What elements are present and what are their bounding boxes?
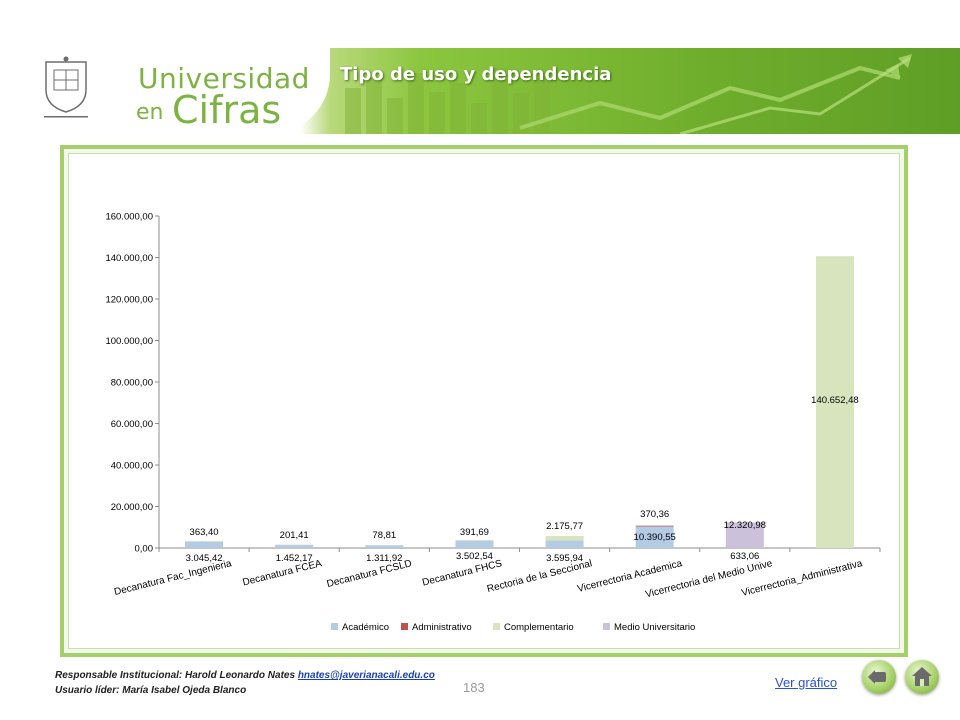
legend-swatch <box>603 623 610 630</box>
bar-complementario <box>185 540 224 542</box>
arrow-left-icon <box>868 670 886 684</box>
legend-item: Administrativo <box>412 622 472 633</box>
growth-arrows-graphic <box>345 54 912 134</box>
legend-swatch <box>493 623 500 630</box>
data-label: 12.320,98 <box>724 520 766 531</box>
page-number: 183 <box>463 680 485 695</box>
brand-cifras: Cifras <box>172 88 282 132</box>
bar-administrativo <box>635 525 674 527</box>
bar-académico <box>455 540 494 548</box>
data-label: 2.175,77 <box>546 521 583 532</box>
bar-académico <box>275 544 314 548</box>
home-button[interactable] <box>905 660 939 694</box>
data-label: 201,41 <box>280 530 309 541</box>
y-tick-label: 120.000,00 <box>105 295 153 306</box>
chart-area: 0,00 20.000,00 40.000,00 60.000,00 80.000,00… <box>68 153 900 649</box>
chart-frame: 0,00 20.000,00 40.000,00 60.000,00 80.000,00… <box>60 145 908 657</box>
bar-complementario <box>545 536 584 541</box>
university-crest-icon <box>44 56 88 118</box>
brand-en: en <box>136 100 164 125</box>
y-tick-label: 80.000,00 <box>111 378 153 389</box>
y-tick-label: 40.000,00 <box>111 461 153 472</box>
data-label: 3.045,42 <box>186 553 223 564</box>
bar-medio-universitario <box>725 522 764 548</box>
bar-académico <box>365 545 404 548</box>
footer-usuario: Usuario líder: María Isabel Ojeda Blanco <box>55 685 247 696</box>
legend-item: Medio Universitario <box>614 622 695 633</box>
bar-complementario <box>365 545 404 546</box>
data-label: 633,06 <box>730 551 759 562</box>
legend-swatch <box>401 623 408 630</box>
bar-académico <box>185 541 224 548</box>
page-title: Tipo de uso y dependencia <box>340 64 612 85</box>
data-label: 10.390,55 <box>634 532 676 543</box>
home-icon <box>912 667 932 686</box>
data-label: 3.595,94 <box>546 553 583 564</box>
legend-item: Académico <box>342 622 389 633</box>
header-banner: Universidad en Cifras Tipo de uso y depe… <box>0 48 960 134</box>
data-label: 3.502,54 <box>456 551 493 562</box>
brand-universidad: Universidad <box>138 62 310 95</box>
data-label: 140.652,48 <box>811 395 859 406</box>
y-tick-label: 140.000,00 <box>105 253 153 264</box>
footer-responsable: Responsable Institucional: Harold Leonar… <box>55 670 435 681</box>
y-tick-label: 100.000,00 <box>105 336 153 347</box>
legend-swatch <box>331 623 338 630</box>
responsable-email-link[interactable]: hnates@javerianacali.edu.co <box>297 670 435 681</box>
bar-complementario <box>455 539 494 541</box>
bar-académico <box>635 526 674 548</box>
data-label: 1.452,17 <box>276 553 313 564</box>
stacked-bar-chart: 0,00 20.000,00 40.000,00 60.000,00 80.000,00… <box>105 212 881 633</box>
bar-complementario <box>815 256 854 548</box>
y-tick-label: 20.000,00 <box>111 502 153 513</box>
data-label: 78,81 <box>372 530 396 541</box>
data-label: 1.311,92 <box>366 553 402 564</box>
legend-item: Complementario <box>504 622 574 633</box>
ver-grafico-link[interactable]: Ver gráfico <box>775 675 838 690</box>
data-label: 391,69 <box>460 527 489 538</box>
data-label: 363,40 <box>190 527 219 538</box>
y-tick-label: 0,00 <box>135 544 154 555</box>
bar-complementario <box>275 544 314 546</box>
y-tick-label: 60.000,00 <box>111 419 153 430</box>
data-label: 370,36 <box>640 509 669 520</box>
responsable-text: Responsable Institucional: Harold Leonar… <box>55 670 298 681</box>
y-tick-label: 160.000,00 <box>105 212 153 223</box>
back-button[interactable] <box>862 660 896 694</box>
bar-académico <box>545 540 584 548</box>
x-tick-label: Decanatura Fac_Ingenieria <box>113 558 233 598</box>
